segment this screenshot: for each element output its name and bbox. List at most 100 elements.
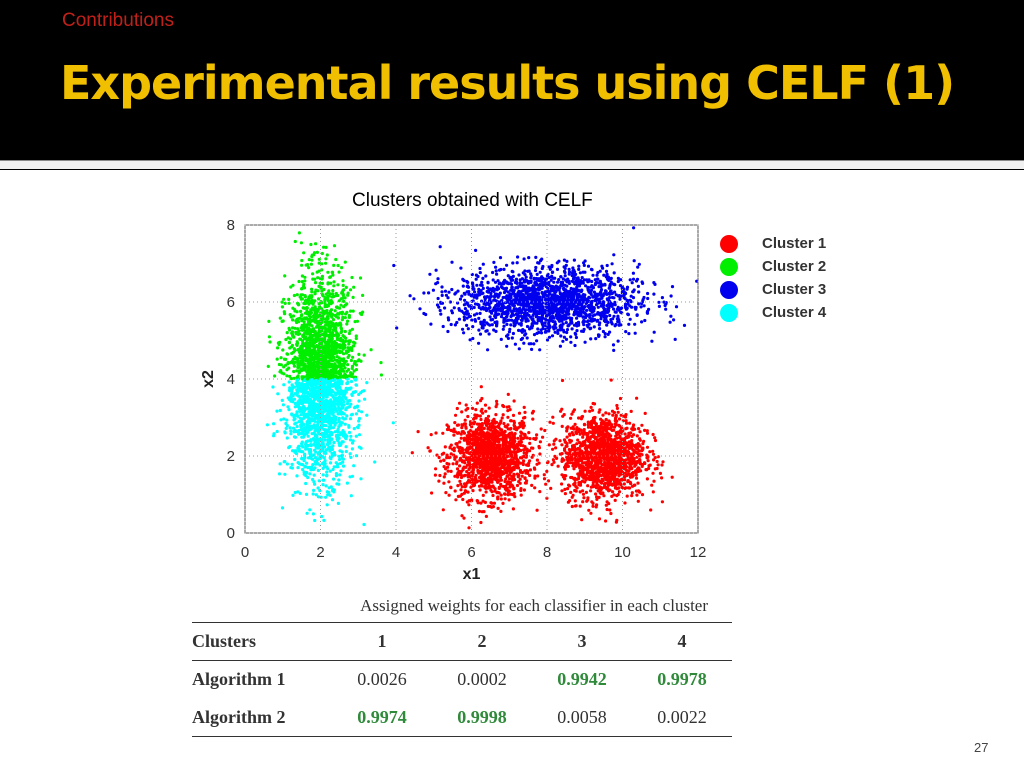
cluster-1-point: [523, 415, 527, 420]
cluster-1-point: [574, 459, 578, 463]
cluster-1-point: [497, 440, 501, 444]
cluster-1-point: [589, 451, 593, 455]
cluster-1-point: [504, 470, 508, 474]
cluster-1-point: [620, 431, 624, 435]
cluster-4-point: [280, 506, 285, 510]
cluster-1-point: [494, 431, 498, 435]
cluster-1-point: [525, 479, 529, 483]
cluster-1-point: [578, 450, 582, 455]
cluster-1-point: [599, 459, 603, 463]
cluster-1-point: [623, 475, 627, 479]
cluster-1-point: [486, 446, 490, 450]
cluster-1-point: [499, 451, 503, 455]
cluster-2-point: [279, 363, 283, 367]
cluster-2-point: [317, 348, 321, 353]
cluster-4-point: [325, 490, 329, 494]
cluster-1-point: [640, 464, 644, 468]
cluster-1-point: [474, 473, 478, 477]
cluster-1-point: [496, 495, 500, 499]
cluster-1-point: [619, 483, 623, 487]
cluster-1-point: [489, 488, 493, 492]
cluster-1-point: [551, 415, 555, 419]
cluster-1-point: [601, 451, 605, 456]
cluster-4-point: [359, 477, 363, 481]
cluster-2-point: [309, 315, 313, 319]
cluster-1-point: [512, 433, 516, 437]
cluster-1-point: [543, 428, 547, 433]
cluster-4-point: [306, 456, 311, 460]
cluster-2-point: [309, 242, 313, 247]
cluster-4-point: [349, 494, 353, 498]
cluster-1-point: [531, 417, 535, 421]
cluster-1-point: [453, 421, 457, 425]
cluster-4-point: [325, 395, 329, 399]
cluster-4-point: [332, 465, 336, 469]
cluster-1-point: [563, 464, 568, 468]
cluster-4-point: [342, 393, 346, 397]
cluster-1-point: [514, 428, 519, 432]
cluster-1-point: [442, 465, 446, 469]
cluster-1-point: [499, 466, 503, 470]
cluster-1-point: [491, 493, 495, 498]
cluster-1-point: [504, 477, 508, 481]
cluster-2-point: [285, 331, 289, 335]
cluster-2-point: [349, 374, 353, 378]
cluster-4-point: [324, 407, 328, 411]
cluster-1-point: [514, 444, 518, 448]
cluster-1-point: [630, 442, 634, 446]
cluster-1-point: [616, 462, 620, 466]
cluster-1-point: [593, 427, 597, 431]
cluster-2-point: [328, 275, 332, 279]
cluster-2-point: [344, 285, 348, 289]
cluster-1-point: [445, 453, 449, 457]
cluster-4-point: [334, 474, 338, 478]
cluster-1-point: [554, 446, 558, 450]
cluster-1-point: [638, 430, 642, 434]
cluster-2-point: [332, 244, 337, 248]
cluster-1-point: [597, 461, 601, 465]
cluster-1-point: [624, 413, 628, 417]
cluster-4-point: [349, 379, 354, 384]
cluster-1-point: [519, 438, 523, 442]
cluster-1-point: [522, 488, 526, 492]
cluster-2-point: [290, 359, 294, 363]
cluster-1-point: [566, 425, 570, 429]
cluster-1-point: [484, 486, 488, 490]
cluster-1-point: [566, 459, 570, 463]
cluster-2-point: [336, 349, 341, 353]
cluster-1-point: [501, 484, 506, 489]
cluster-1-point: [465, 470, 469, 474]
cluster-1-point: [617, 452, 621, 456]
cluster-1-point: [463, 473, 467, 477]
cluster-1-point: [616, 432, 620, 436]
cluster-2-point: [307, 331, 311, 335]
cluster-1-point: [651, 432, 655, 437]
cluster-1-point: [599, 486, 603, 490]
cluster-1-point: [586, 484, 590, 488]
cluster-1-point: [636, 489, 641, 493]
cluster-4-point: [287, 380, 291, 384]
cluster-4-point: [283, 472, 287, 476]
cluster-1-point: [599, 466, 603, 470]
cluster-2-point: [282, 297, 286, 301]
cluster-4-point: [340, 450, 344, 454]
cluster-4-point: [312, 388, 317, 392]
cluster-2-point: [324, 323, 328, 327]
cluster-1-point: [507, 433, 511, 437]
cluster-2-point: [347, 331, 351, 336]
cluster-1-point: [478, 422, 482, 426]
cluster-1-point: [472, 437, 476, 441]
cluster-1-point: [589, 511, 593, 515]
cluster-1-point: [583, 443, 587, 447]
cluster-1-point: [519, 493, 523, 497]
cluster-1-point: [586, 461, 590, 465]
cluster-2-point: [331, 292, 335, 296]
cluster-1-point: [481, 452, 485, 456]
cluster-1-point: [607, 412, 611, 416]
cluster-4-point: [316, 468, 320, 473]
cluster-1-point: [522, 459, 526, 463]
cluster-1-point: [504, 438, 508, 442]
cluster-1-point: [460, 426, 464, 430]
cluster-1-point: [522, 455, 526, 459]
cluster-4-point: [311, 463, 315, 467]
